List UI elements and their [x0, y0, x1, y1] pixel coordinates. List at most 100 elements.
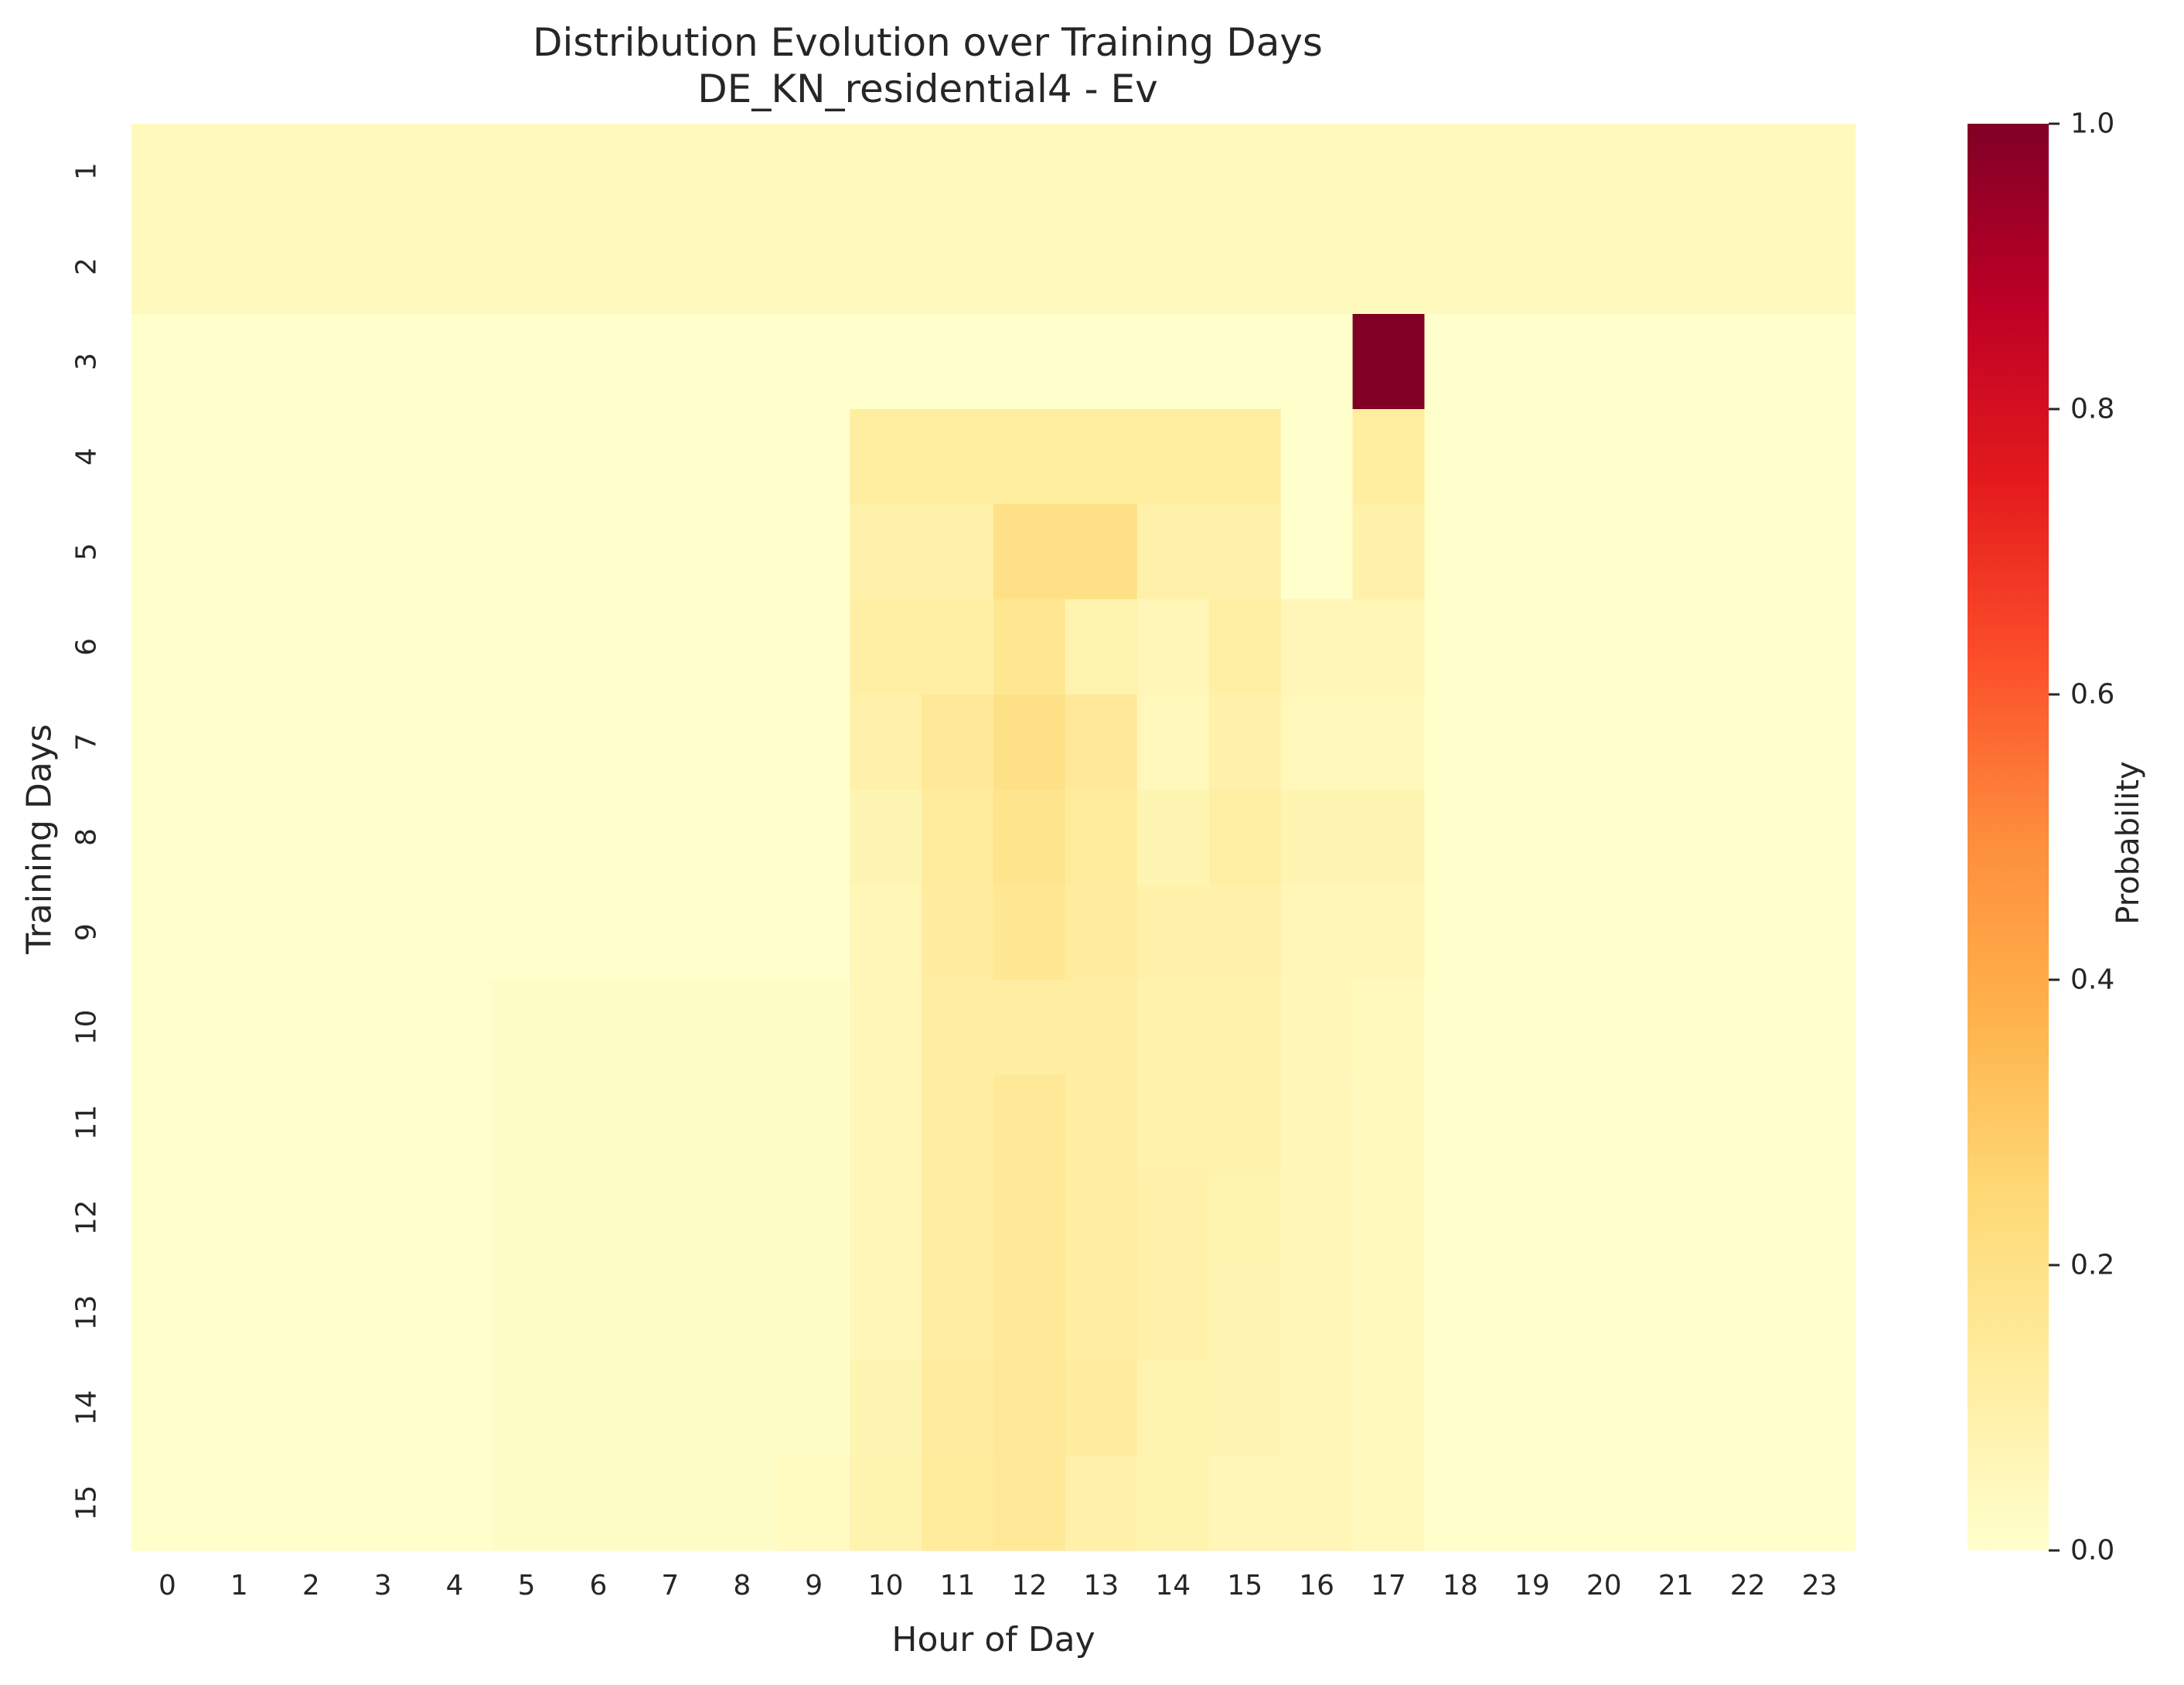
heatmap-cell	[274, 1075, 348, 1171]
heatmap-cell	[1424, 124, 1497, 220]
y-tick-label: 1	[71, 162, 103, 180]
heatmap-cell	[850, 980, 922, 1076]
heatmap-cell	[1136, 790, 1210, 885]
heatmap-cell	[1712, 599, 1784, 695]
heatmap-cell	[490, 1075, 564, 1171]
heatmap-cell	[1065, 1360, 1138, 1456]
heatmap-cell	[1352, 599, 1426, 695]
heatmap-cell	[490, 124, 564, 220]
heatmap-cell	[1065, 1455, 1138, 1551]
heatmap-cell	[1712, 124, 1784, 220]
heatmap-cell	[131, 694, 204, 790]
heatmap-cell	[1280, 1265, 1354, 1361]
heatmap-cell	[778, 790, 850, 885]
heatmap-cell	[203, 599, 276, 695]
heatmap-cell	[490, 980, 564, 1076]
heatmap-cell	[1208, 219, 1282, 315]
y-axis-label: Training Days	[19, 724, 60, 954]
heatmap-cell	[706, 599, 779, 695]
heatmap-cell	[346, 1360, 420, 1456]
heatmap-cell	[634, 1265, 707, 1361]
heatmap-cell	[346, 694, 420, 790]
heatmap-cell	[1496, 1360, 1569, 1456]
heatmap-cell	[1640, 1455, 1712, 1551]
y-tick-label: 5	[71, 543, 103, 561]
heatmap-cell	[1424, 980, 1497, 1076]
heatmap-cell	[274, 694, 348, 790]
heatmap-cell	[1496, 599, 1569, 695]
heatmap-cell	[1352, 409, 1426, 505]
heatmap-cell	[1136, 124, 1210, 220]
heatmap-cell	[1065, 1075, 1138, 1171]
heatmap-cell	[778, 1455, 850, 1551]
heatmap-cell	[778, 1360, 850, 1456]
heatmap-cell	[706, 1265, 779, 1361]
y-tick-label: 8	[71, 828, 103, 846]
heatmap-cell	[1280, 409, 1354, 505]
heatmap-cell	[1424, 1360, 1497, 1456]
heatmap-cell	[1136, 599, 1210, 695]
heatmap-cell	[562, 314, 635, 410]
heatmap-cell	[418, 124, 492, 220]
heatmap-cell	[346, 219, 420, 315]
heatmap-cell	[346, 314, 420, 410]
heatmap-cell	[778, 314, 850, 410]
heatmap-cell	[1784, 1265, 1856, 1361]
x-tick-label: 7	[661, 1570, 679, 1601]
heatmap-cell	[1640, 599, 1712, 695]
heatmap-cell	[850, 790, 922, 885]
heatmap-cell	[1712, 790, 1784, 885]
heatmap-cell	[1280, 504, 1354, 600]
heatmap-cell	[706, 1360, 779, 1456]
heatmap-cell	[1424, 1455, 1497, 1551]
heatmap-cell	[706, 694, 779, 790]
heatmap-cell	[1424, 1075, 1497, 1171]
heatmap-cell	[562, 409, 635, 505]
heatmap-cell	[562, 1170, 635, 1266]
heatmap-cell	[418, 1455, 492, 1551]
heatmap-cell	[922, 1360, 994, 1456]
heatmap-cell	[634, 694, 707, 790]
heatmap-cell	[1568, 1170, 1641, 1266]
heatmap-cell	[1352, 1265, 1426, 1361]
heatmap-cell	[1352, 1170, 1426, 1266]
heatmap-cell	[634, 124, 707, 220]
heatmap-cell	[922, 790, 994, 885]
heatmap-cell	[1352, 980, 1426, 1076]
heatmap-cell	[993, 219, 1066, 315]
heatmap-cell	[1280, 885, 1354, 981]
heatmap-cell	[1065, 1170, 1138, 1266]
heatmap-cell	[274, 219, 348, 315]
heatmap-cell	[993, 409, 1066, 505]
heatmap-cell	[490, 1265, 564, 1361]
heatmap-cell	[1136, 980, 1210, 1076]
heatmap-cell	[346, 885, 420, 981]
heatmap-cell	[1568, 314, 1641, 410]
heatmap-cell	[490, 504, 564, 600]
heatmap-cell	[993, 790, 1066, 885]
heatmap-cell	[850, 694, 922, 790]
heatmap-cell	[634, 409, 707, 505]
colorbar-tick-label: 0.2	[2070, 1250, 2114, 1281]
x-tick-label: 13	[1083, 1570, 1119, 1601]
heatmap-cell	[1065, 599, 1138, 695]
x-tick-label: 9	[805, 1570, 823, 1601]
heatmap-cell	[778, 409, 850, 505]
colorbar-tick-label: 0.0	[2070, 1535, 2114, 1567]
heatmap-cell	[1352, 1075, 1426, 1171]
heatmap-cell	[993, 1455, 1066, 1551]
heatmap-cell	[922, 124, 994, 220]
heatmap-cell	[706, 1075, 779, 1171]
heatmap-cell	[131, 1455, 204, 1551]
heatmap-cell	[1496, 219, 1569, 315]
heatmap-cell	[274, 124, 348, 220]
heatmap-cell	[274, 504, 348, 600]
colorbar-tick-label: 1.0	[2070, 108, 2114, 140]
heatmap-cell	[490, 1170, 564, 1266]
heatmap-cell	[1712, 314, 1784, 410]
heatmap-cell	[1640, 1265, 1712, 1361]
x-tick-label: 12	[1012, 1570, 1048, 1601]
heatmap-cell	[490, 790, 564, 885]
heatmap-cell	[1208, 885, 1282, 981]
y-tick-label: 7	[71, 733, 103, 751]
